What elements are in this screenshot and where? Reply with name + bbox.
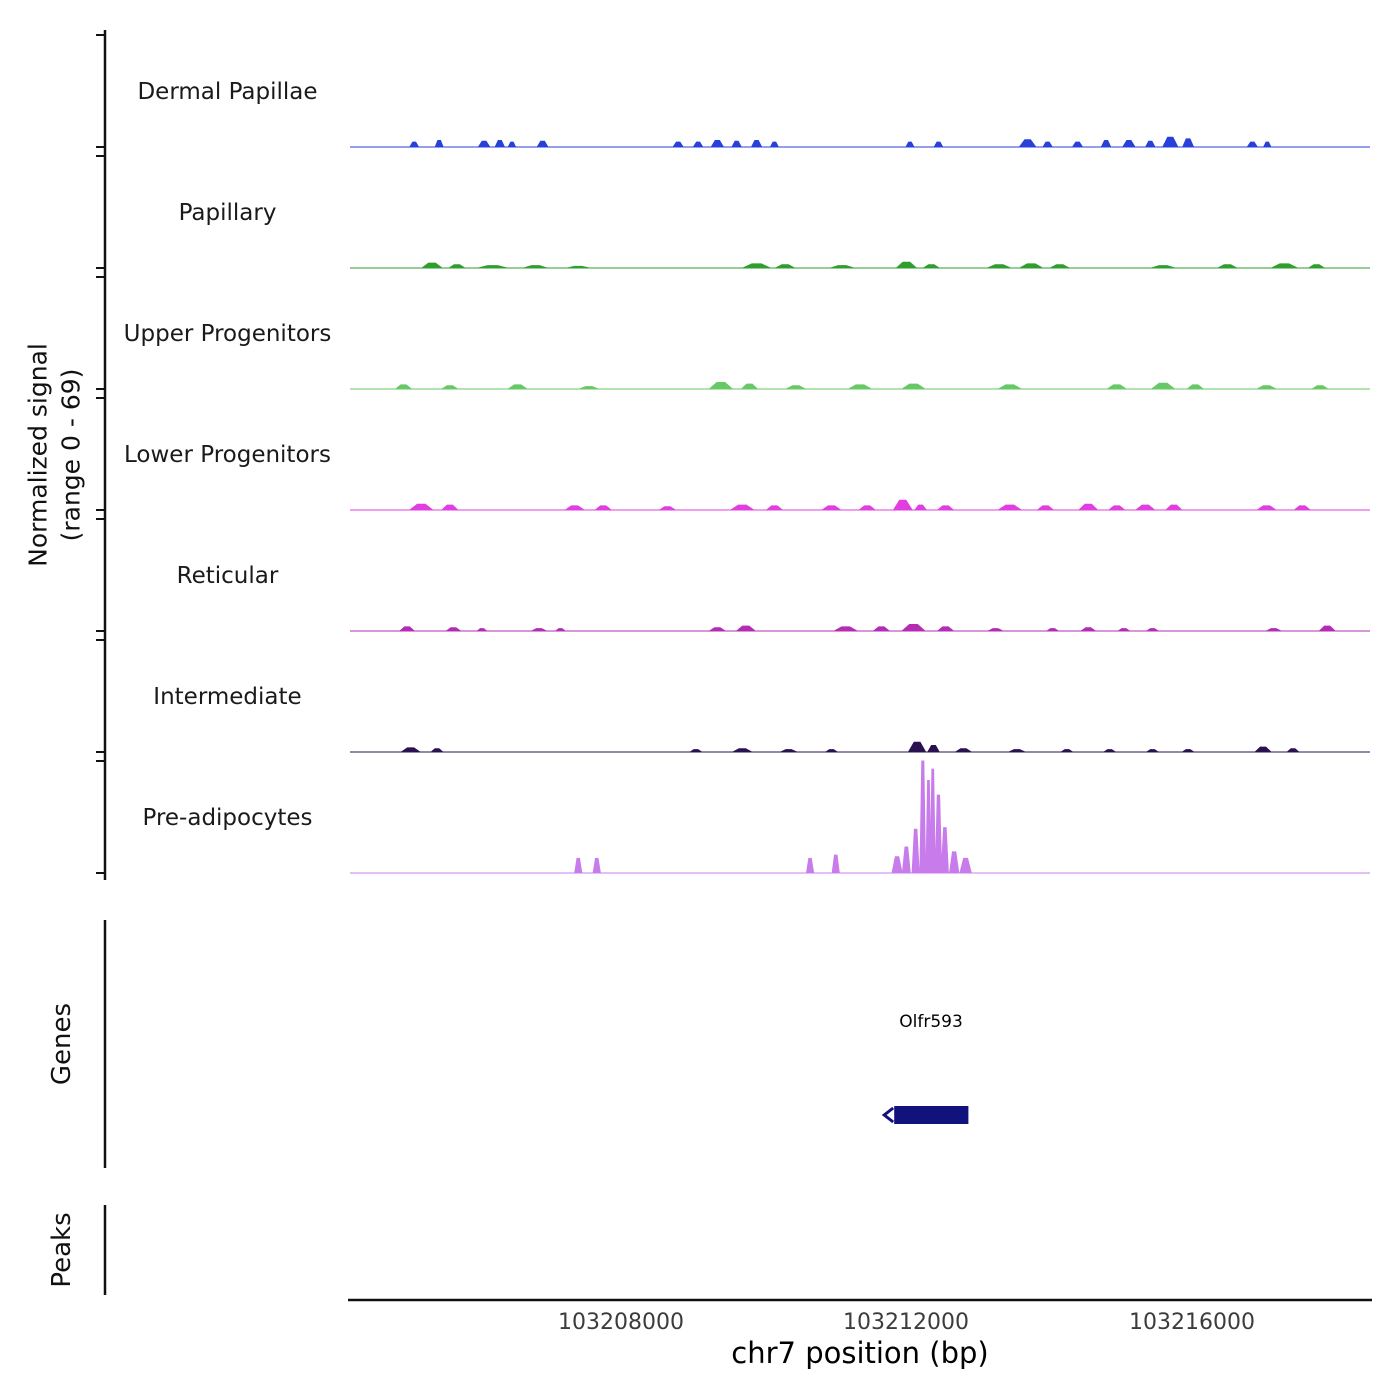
track-label-lower-progenitors: Lower Progenitors bbox=[124, 442, 331, 468]
y-axis-label: Normalized signal (range 0 - 69) bbox=[23, 343, 88, 567]
y-axis-label-line1: Normalized signal bbox=[23, 343, 53, 567]
y-axis-label-line2: (range 0 - 69) bbox=[56, 368, 85, 542]
signal-area bbox=[350, 136, 1370, 148]
x-axis-title: chr7 position (bp) bbox=[731, 1336, 989, 1370]
signal-area bbox=[350, 760, 1370, 874]
genes-section-label: Genes bbox=[47, 1002, 77, 1086]
signal-area bbox=[350, 741, 1370, 753]
track-label-intermediate: Intermediate bbox=[153, 684, 302, 710]
gene-strand-arrow-icon bbox=[881, 1106, 895, 1124]
track-label-reticular: Reticular bbox=[176, 563, 279, 589]
signal-area bbox=[350, 382, 1370, 390]
track-label-papillary: Papillary bbox=[178, 200, 277, 226]
x-axis-tick-label: 103208000 bbox=[558, 1310, 684, 1335]
signal-area bbox=[350, 624, 1370, 632]
signal-area bbox=[350, 499, 1370, 511]
gene-body bbox=[894, 1106, 969, 1124]
track-label-pre-adipocytes: Pre-adipocytes bbox=[142, 805, 313, 831]
track-label-upper-progenitors: Upper Progenitors bbox=[123, 321, 332, 347]
x-axis-tick-label: 103216000 bbox=[1129, 1310, 1255, 1335]
x-axis-tick-label: 103212000 bbox=[843, 1310, 969, 1335]
signal-area bbox=[350, 261, 1370, 269]
track-label-dermal-papillae: Dermal Papillae bbox=[137, 79, 318, 105]
gene-name-label: Olfr593 bbox=[899, 1012, 963, 1032]
peaks-section-label: Peaks bbox=[47, 1212, 77, 1288]
